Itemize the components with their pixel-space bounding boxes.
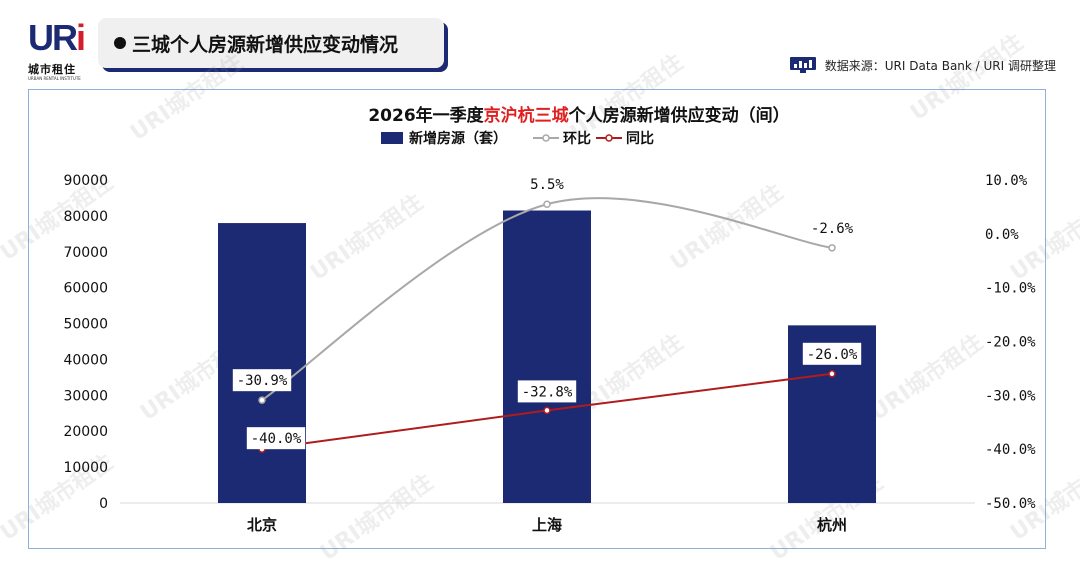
qoq-point bbox=[828, 244, 836, 252]
logo-english-name: URBAN RENTAL INSTITUTE bbox=[28, 76, 81, 81]
chart-frame bbox=[28, 89, 1046, 549]
yoy-point bbox=[543, 406, 551, 415]
yoy-data-label: -26.0% bbox=[807, 347, 858, 363]
data-source-text: 数据来源：URI Data Bank / URI 调研整理 bbox=[824, 58, 1056, 73]
data-source: 数据来源：URI Data Bank / URI 调研整理 bbox=[789, 56, 1056, 74]
legend-bar-label: 新增房源（套） bbox=[409, 130, 507, 147]
legend-yoy-label: 同比 bbox=[626, 130, 654, 147]
logo-chinese-name: 城市租住 bbox=[28, 63, 76, 76]
legend-bar-swatch bbox=[381, 132, 403, 144]
left-axis-tick-label: 20000 bbox=[63, 424, 108, 440]
qoq-point bbox=[258, 396, 266, 404]
legend-qoq-marker bbox=[542, 134, 550, 142]
left-axis-tick-label: 60000 bbox=[63, 281, 108, 297]
legend-qoq-label: 环比 bbox=[563, 130, 591, 147]
logo-mark: URi bbox=[28, 17, 86, 58]
yoy-data-label-box bbox=[517, 380, 577, 403]
chart-title: 2026年一季度京沪杭三城个人房源新增供应变动（间） bbox=[368, 105, 789, 126]
left-axis-tick-label: 40000 bbox=[63, 352, 108, 368]
left-axis-tick-label: 80000 bbox=[63, 209, 108, 225]
uri-logo: URi 城市租住 URBAN RENTAL INSTITUTE bbox=[28, 17, 86, 82]
yoy-data-label: -40.0% bbox=[251, 431, 302, 447]
right-axis-tick-label: 0.0% bbox=[985, 227, 1019, 243]
bullet-icon bbox=[114, 37, 126, 49]
bar bbox=[218, 223, 306, 504]
left-axis-tick-label: 30000 bbox=[63, 388, 108, 404]
qoq-data-label-box bbox=[232, 369, 292, 392]
left-axis-tick-label: 50000 bbox=[63, 317, 108, 333]
left-axis-tick-label: 0 bbox=[99, 496, 108, 512]
bar bbox=[503, 210, 591, 503]
right-axis-tick-label: 10.0% bbox=[985, 173, 1028, 189]
left-axis-tick-label: 70000 bbox=[63, 245, 108, 261]
right-axis-tick-label: -20.0% bbox=[985, 335, 1036, 351]
x-axis-category-label: 北京 bbox=[247, 516, 277, 534]
page-title-box: 三城个人房源新增供应变动情况 bbox=[98, 18, 444, 68]
yoy-data-label: -32.8% bbox=[522, 384, 573, 400]
x-axis-category-label: 杭州 bbox=[817, 516, 847, 534]
qoq-data-label: -2.6% bbox=[811, 221, 854, 237]
right-axis-tick-label: -50.0% bbox=[985, 496, 1036, 512]
qoq-point bbox=[543, 200, 551, 208]
left-axis-tick-label: 10000 bbox=[63, 460, 108, 476]
yoy-point bbox=[828, 370, 836, 378]
left-axis-tick-label: 90000 bbox=[63, 173, 108, 189]
yoy-data-label-box bbox=[246, 427, 306, 450]
x-axis-category-label: 上海 bbox=[532, 516, 562, 534]
qoq-data-label: -30.9% bbox=[237, 373, 288, 389]
right-axis-tick-label: -30.0% bbox=[985, 388, 1036, 404]
page-title: 三城个人房源新增供应变动情况 bbox=[132, 33, 399, 56]
qoq-data-label: 5.5% bbox=[530, 177, 564, 193]
bar-chart-icon bbox=[789, 57, 816, 73]
right-axis-tick-label: -40.0% bbox=[985, 442, 1036, 458]
right-axis-tick-label: -10.0% bbox=[985, 281, 1036, 297]
yoy-data-label-box bbox=[802, 342, 862, 365]
legend-yoy-marker bbox=[605, 134, 613, 142]
